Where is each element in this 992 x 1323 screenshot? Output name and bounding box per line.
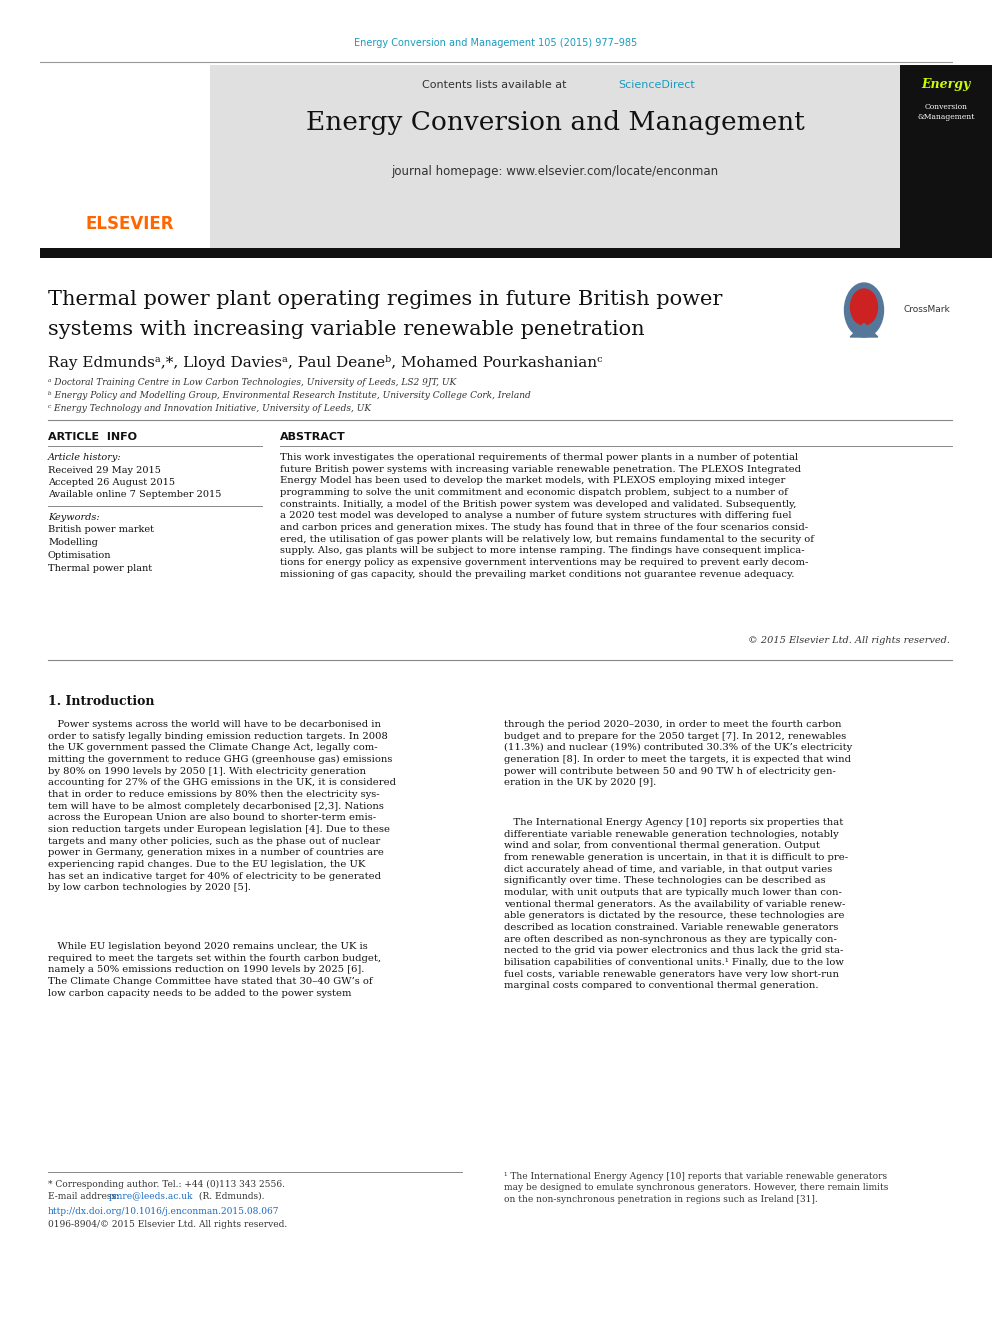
Text: ᵇ Energy Policy and Modelling Group, Environmental Research Institute, Universit: ᵇ Energy Policy and Modelling Group, Env… [48,392,531,400]
Text: * Corresponding author. Tel.: +44 (0)113 343 2556.: * Corresponding author. Tel.: +44 (0)113… [48,1180,285,1189]
Text: ᵃ Doctoral Training Centre in Low Carbon Technologies, University of Leeds, LS2 : ᵃ Doctoral Training Centre in Low Carbon… [48,378,456,388]
Text: Energy: Energy [922,78,970,91]
Text: Energy Conversion and Management 105 (2015) 977–985: Energy Conversion and Management 105 (20… [354,38,638,48]
Text: through the period 2020–2030, in order to meet the fourth carbon
budget and to p: through the period 2020–2030, in order t… [504,720,852,787]
Text: http://dx.doi.org/10.1016/j.enconman.2015.08.067: http://dx.doi.org/10.1016/j.enconman.201… [48,1207,280,1216]
Text: ABSTRACT: ABSTRACT [280,433,346,442]
Text: Power systems across the world will have to be decarbonised in
order to satisfy : Power systems across the world will have… [48,720,396,893]
Text: ScienceDirect: ScienceDirect [618,79,694,90]
Text: ELSEVIER: ELSEVIER [85,216,175,233]
Text: pmre@leeds.ac.uk: pmre@leeds.ac.uk [109,1192,193,1201]
Text: Modelling: Modelling [48,538,98,546]
Text: Ray Edmundsᵃ,*, Lloyd Daviesᵃ, Paul Deaneᵇ, Mohamed Pourkashanianᶜ: Ray Edmundsᵃ,*, Lloyd Daviesᵃ, Paul Dean… [48,355,602,370]
Polygon shape [850,323,878,337]
Text: Accepted 26 August 2015: Accepted 26 August 2015 [48,478,175,487]
Text: journal homepage: www.elsevier.com/locate/enconman: journal homepage: www.elsevier.com/locat… [392,165,718,179]
Text: Energy Conversion and Management: Energy Conversion and Management [306,110,805,135]
Text: 🌳: 🌳 [103,98,137,152]
Text: Keywords:: Keywords: [48,513,99,523]
Text: British power market: British power market [48,525,154,534]
Text: This work investigates the operational requirements of thermal power plants in a: This work investigates the operational r… [280,452,814,578]
Text: ARTICLE  INFO: ARTICLE INFO [48,433,137,442]
Ellipse shape [850,288,878,325]
Text: Thermal power plant operating regimes in future British power: Thermal power plant operating regimes in… [48,290,722,310]
Text: While EU legislation beyond 2020 remains unclear, the UK is
required to meet the: While EU legislation beyond 2020 remains… [48,942,381,998]
Text: 1. Introduction: 1. Introduction [48,695,155,708]
Text: systems with increasing variable renewable penetration: systems with increasing variable renewab… [48,320,645,339]
Text: The International Energy Agency [10] reports six properties that
differentiate v: The International Energy Agency [10] rep… [504,818,848,990]
Text: Optimisation: Optimisation [48,550,111,560]
Text: Available online 7 September 2015: Available online 7 September 2015 [48,490,221,499]
Text: CrossMark: CrossMark [903,306,949,315]
Text: Received 29 May 2015: Received 29 May 2015 [48,466,161,475]
Text: Contents lists available at: Contents lists available at [422,79,570,90]
Text: E-mail address:: E-mail address: [48,1192,122,1201]
Text: ¹ The International Energy Agency [10] reports that variable renewable generator: ¹ The International Energy Agency [10] r… [504,1172,889,1204]
Text: © 2015 Elsevier Ltd. All rights reserved.: © 2015 Elsevier Ltd. All rights reserved… [748,636,950,646]
Text: Article history:: Article history: [48,452,122,462]
Text: 0196-8904/© 2015 Elsevier Ltd. All rights reserved.: 0196-8904/© 2015 Elsevier Ltd. All right… [48,1220,288,1229]
Text: Conversion
&Management: Conversion &Management [918,103,975,120]
Ellipse shape [844,283,884,337]
Text: Thermal power plant: Thermal power plant [48,564,152,573]
Text: (R. Edmunds).: (R. Edmunds). [196,1192,265,1201]
Text: ᶜ Energy Technology and Innovation Initiative, University of Leeds, UK: ᶜ Energy Technology and Innovation Initi… [48,404,371,413]
